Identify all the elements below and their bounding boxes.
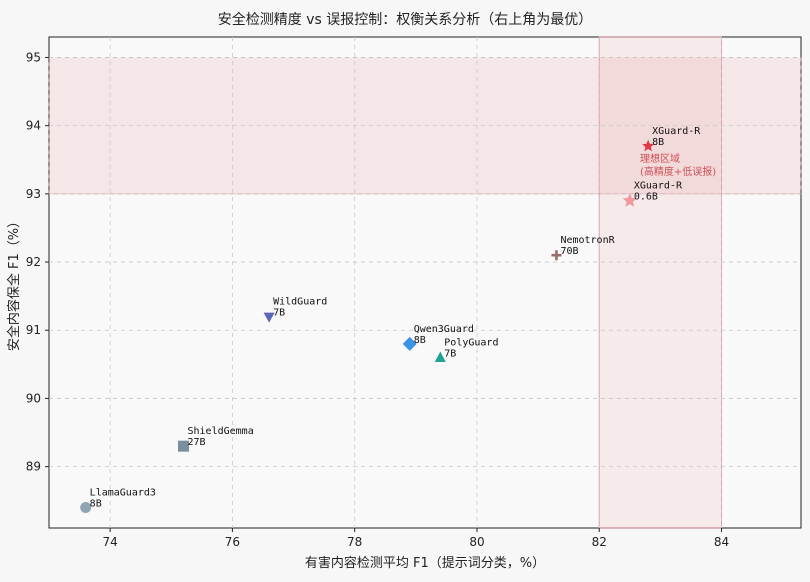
tick-marks bbox=[45, 56, 723, 532]
point-4 bbox=[402, 336, 417, 351]
x-tick-labels: 74 76 78 80 82 84 bbox=[102, 535, 729, 549]
point-7 bbox=[622, 193, 637, 207]
optimal-region-label-line-2: (高精度+低误报) bbox=[640, 165, 716, 178]
point-1 bbox=[80, 502, 92, 514]
point-label-3: WildGuard 7B bbox=[273, 297, 327, 319]
x-axis-label: 有害内容检测平均 F1（提示词分类，%） bbox=[305, 555, 545, 571]
gridlines bbox=[49, 37, 801, 528]
point-2 bbox=[178, 440, 190, 452]
point-label-line-2: 27B bbox=[188, 437, 206, 448]
point-label-1: LlamaGuard3 8B bbox=[90, 488, 156, 510]
point-label-4: Qwen3Guard 8B bbox=[414, 324, 474, 346]
point-label-line-1: XGuard-R bbox=[652, 126, 701, 137]
x-tick-label: 74 bbox=[102, 535, 117, 549]
point-label-8: XGuard-R 8B bbox=[652, 126, 701, 148]
point-label-line-2: 7B bbox=[273, 308, 285, 319]
y-axis-label: 安全内容保全 F1（%） bbox=[6, 215, 22, 351]
y-tick-label: 91 bbox=[26, 323, 41, 337]
point-label-line-1: WildGuard bbox=[273, 297, 327, 308]
x-tick-label: 84 bbox=[714, 535, 729, 549]
optimal-x-band bbox=[598, 36, 723, 529]
point-label-7: XGuard-R 0.6B bbox=[634, 181, 683, 203]
optimal-region-label-line-1: 理想区域 bbox=[640, 152, 680, 165]
point-label-line-1: LlamaGuard3 bbox=[90, 488, 156, 499]
point-label-line-1: Qwen3Guard bbox=[414, 324, 474, 335]
x-tick-label: 76 bbox=[225, 535, 240, 549]
optimal-region-label: 理想区域 (高精度+低误报) bbox=[640, 152, 716, 178]
point-3 bbox=[263, 312, 275, 323]
point-label-line-2: 8B bbox=[652, 137, 664, 148]
point-6 bbox=[551, 250, 562, 261]
x-tick-label: 78 bbox=[347, 535, 362, 549]
point-label-line-1: PolyGuard bbox=[444, 338, 498, 349]
point-label-line-2: 70B bbox=[560, 246, 578, 257]
x-tick-label: 80 bbox=[469, 535, 484, 549]
data-points bbox=[80, 139, 655, 514]
optimal-x-band-rect bbox=[598, 36, 723, 529]
point-label-line-2: 0.6B bbox=[634, 192, 658, 203]
y-tick-label: 95 bbox=[26, 50, 41, 64]
y-tick-labels: 89 90 91 92 93 94 95 bbox=[26, 50, 41, 473]
point-label-line-2: 7B bbox=[444, 349, 456, 360]
point-8 bbox=[642, 139, 655, 152]
y-tick-label: 89 bbox=[26, 460, 41, 474]
x-tick-label: 82 bbox=[592, 535, 607, 549]
point-label-5: PolyGuard 7B bbox=[444, 338, 498, 360]
y-tick-label: 90 bbox=[26, 391, 41, 405]
point-label-line-1: NemotronR bbox=[560, 235, 615, 246]
point-5 bbox=[434, 351, 446, 363]
point-label-line-1: ShieldGemma bbox=[188, 426, 254, 437]
point-label-line-2: 8B bbox=[414, 335, 426, 346]
y-tick-label: 93 bbox=[26, 187, 41, 201]
point-label-line-2: 8B bbox=[90, 499, 102, 510]
chart-title: 安全检测精度 vs 误报控制：权衡关系分析（右上角为最优） bbox=[218, 11, 592, 28]
plot-area bbox=[48, 36, 802, 529]
y-tick-label: 92 bbox=[26, 255, 41, 269]
y-tick-label: 94 bbox=[26, 119, 41, 133]
point-label-2: ShieldGemma 27B bbox=[188, 426, 254, 448]
point-label-line-1: XGuard-R bbox=[634, 181, 683, 192]
point-label-6: NemotronR 70B bbox=[560, 235, 615, 257]
